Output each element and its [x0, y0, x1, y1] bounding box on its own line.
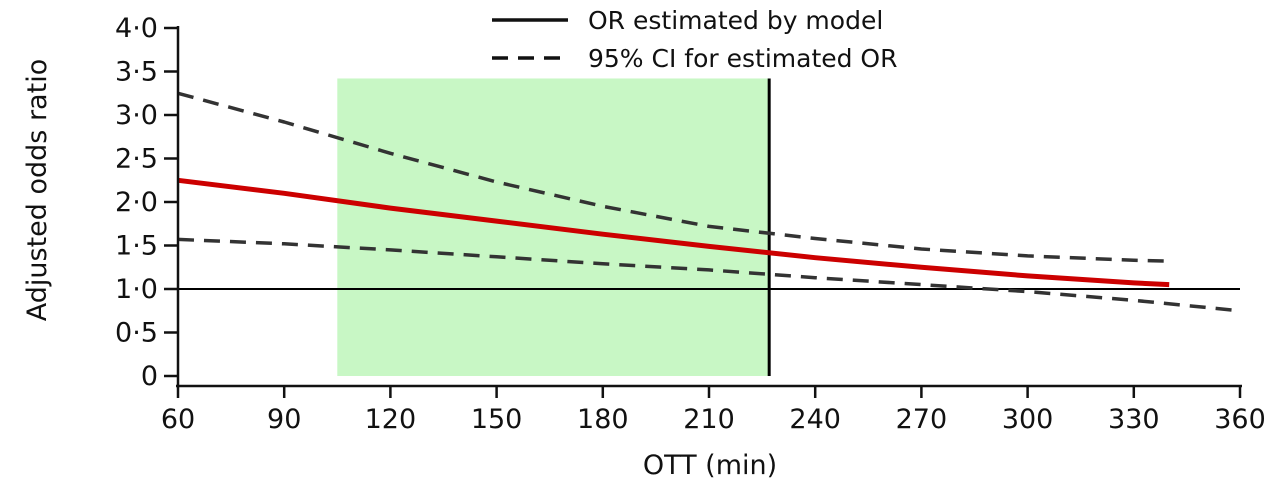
- legend: OR estimated by model 95% CI for estimate…: [492, 6, 898, 73]
- y-tick-label: 0: [141, 361, 158, 392]
- y-tick-label: 3·0: [115, 100, 158, 131]
- series-layer: [177, 91, 1241, 313]
- y-tick-label: 3·5: [115, 57, 158, 88]
- x-tick-label: 270: [896, 404, 948, 435]
- x-tick-label: 150: [471, 404, 523, 435]
- series-line-ci-lower: [177, 237, 1241, 313]
- y-tick-label: 2·0: [115, 187, 158, 218]
- ticks-layer: 0 0·5 1·0 1·5 2·0 2·5 3·0 3·5 4·0 60 90 120 150 180 21…: [115, 13, 1266, 435]
- x-tick-label: 210: [683, 404, 735, 435]
- x-tick-label: 90: [267, 404, 301, 435]
- x-tick-label: 300: [1002, 404, 1054, 435]
- y-tick-label: 1·0: [115, 274, 158, 305]
- y-tick-label: 2·5: [115, 144, 158, 175]
- y-tick-label: 1·5: [115, 231, 158, 262]
- x-axis-label: OTT (min): [643, 450, 777, 481]
- x-tick-label: 180: [577, 404, 629, 435]
- y-tick-label: 4·0: [115, 13, 158, 44]
- x-tick-label: 120: [365, 404, 417, 435]
- x-tick-label: 330: [1108, 404, 1160, 435]
- legend-label: OR estimated by model: [588, 6, 883, 35]
- x-tick-label: 360: [1214, 404, 1266, 435]
- x-tick-label: 240: [789, 404, 841, 435]
- x-tick-label: 60: [161, 404, 195, 435]
- series-line-ci-upper: [177, 91, 1170, 263]
- series-line-or-estimate: [177, 177, 1170, 288]
- y-axis-label: Adjusted odds ratio: [22, 59, 53, 321]
- reference-line-layer: [178, 78, 1240, 376]
- y-tick-label: 0·5: [115, 318, 158, 349]
- legend-label: 95% CI for estimated OR: [588, 44, 898, 73]
